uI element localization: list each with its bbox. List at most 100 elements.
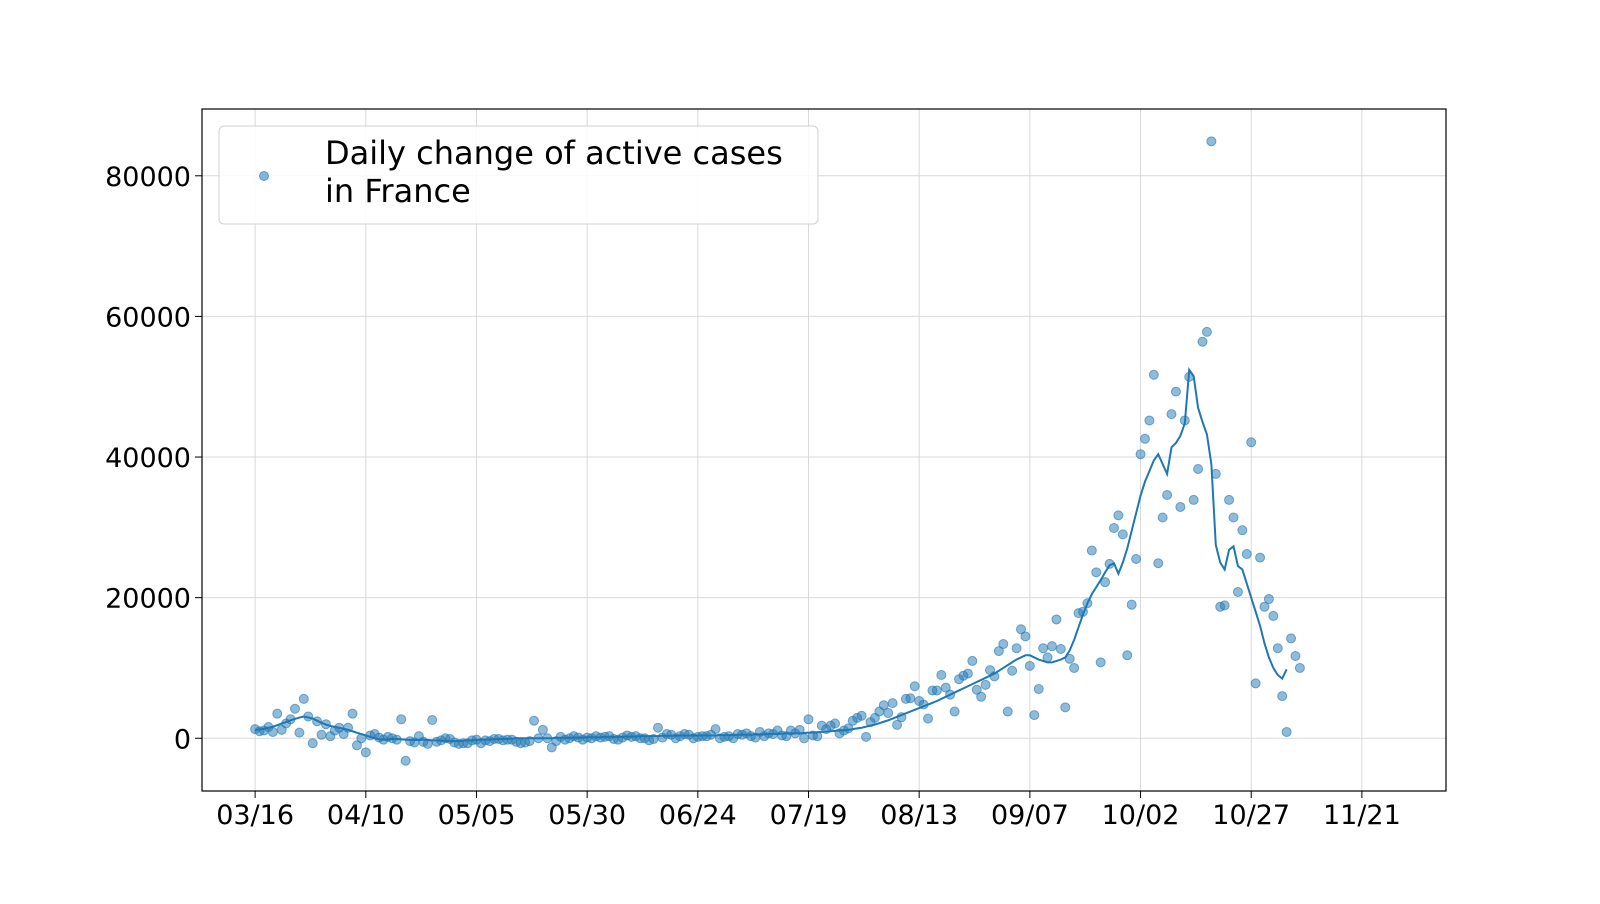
data-point	[940, 682, 951, 693]
data-point	[1255, 552, 1266, 563]
data-point	[1188, 494, 1199, 505]
legend-label-line1: Daily change of active cases	[325, 134, 783, 172]
x-axis-ticks: 03/16 04/10 05/05 05/30 06/24 07/19 08/13 09/07…	[216, 791, 1401, 831]
data-point	[1055, 643, 1066, 654]
data-point	[1086, 545, 1097, 556]
data-point	[896, 712, 907, 723]
data-point	[980, 679, 991, 690]
trend-line	[255, 367, 1288, 743]
data-point	[1281, 726, 1292, 737]
x-tick-label: 10/27	[1212, 800, 1290, 831]
data-point	[1100, 577, 1111, 588]
data-point	[1135, 449, 1146, 460]
data-point	[316, 729, 327, 740]
data-point	[1042, 652, 1053, 663]
data-point	[923, 713, 934, 724]
x-tick-label: 04/10	[327, 800, 405, 831]
data-point	[909, 681, 920, 692]
data-point	[1201, 326, 1212, 337]
scatter-points-layer	[250, 136, 1305, 766]
data-point	[356, 733, 367, 744]
data-point	[1011, 643, 1022, 654]
data-point	[1139, 433, 1150, 444]
data-point	[307, 738, 318, 749]
data-point	[1016, 624, 1027, 635]
data-point	[1077, 606, 1088, 617]
data-point	[289, 703, 300, 714]
data-point	[1232, 587, 1243, 598]
x-tick-label: 05/30	[548, 800, 626, 831]
data-point	[303, 711, 314, 722]
data-point	[887, 698, 898, 709]
data-point	[1029, 710, 1040, 721]
data-point	[1184, 371, 1195, 382]
data-point	[1219, 600, 1230, 611]
data-point	[312, 716, 323, 727]
data-point	[1091, 567, 1102, 578]
data-point	[989, 671, 1000, 682]
y-tick-label: 0	[174, 724, 191, 755]
data-point	[1131, 553, 1142, 564]
data-point	[343, 722, 354, 733]
data-point	[905, 693, 916, 704]
data-point	[427, 714, 438, 725]
data-point	[648, 733, 659, 744]
data-point	[1117, 529, 1128, 540]
data-point	[1104, 558, 1115, 569]
data-point	[347, 708, 358, 719]
x-tick-label: 10/02	[1102, 800, 1180, 831]
data-point	[396, 714, 407, 725]
data-point	[1263, 594, 1274, 605]
data-point	[1246, 437, 1257, 448]
data-point	[1210, 468, 1221, 479]
data-point	[945, 689, 956, 700]
data-point	[962, 668, 973, 679]
data-point	[1162, 489, 1173, 500]
data-point	[1108, 523, 1119, 534]
data-point	[1294, 662, 1305, 673]
data-point	[1007, 665, 1018, 676]
data-point	[1064, 653, 1075, 664]
data-point	[529, 715, 540, 726]
data-point	[1206, 136, 1217, 147]
x-tick-label: 03/16	[216, 800, 294, 831]
data-point	[1286, 633, 1297, 644]
data-point	[1046, 641, 1057, 652]
data-point	[799, 733, 810, 744]
data-point	[1277, 691, 1288, 702]
data-point	[1002, 706, 1013, 717]
data-point	[320, 719, 331, 730]
data-point	[1060, 702, 1071, 713]
data-point	[856, 710, 867, 721]
data-point	[537, 724, 548, 735]
x-tick-label: 07/19	[770, 800, 848, 831]
data-point	[830, 718, 841, 729]
data-point	[998, 639, 1009, 650]
data-point	[1033, 684, 1044, 695]
data-point	[652, 722, 663, 733]
data-point	[1193, 463, 1204, 474]
data-point	[285, 714, 296, 725]
data-point	[267, 726, 278, 737]
legend-marker	[259, 171, 269, 181]
data-point	[1179, 415, 1190, 426]
data-point	[400, 755, 411, 766]
data-point	[803, 714, 814, 725]
trend-line-layer	[255, 367, 1288, 743]
x-tick-label: 11/21	[1323, 800, 1401, 831]
data-point	[1197, 336, 1208, 347]
legend-label-line2: in France	[325, 172, 471, 210]
data-point	[949, 706, 960, 717]
data-point	[351, 740, 362, 751]
x-tick-label: 09/07	[991, 800, 1069, 831]
data-point	[1268, 610, 1279, 621]
data-point	[1290, 651, 1301, 662]
data-point	[710, 724, 721, 735]
data-point	[294, 727, 305, 738]
data-point	[1069, 662, 1080, 673]
data-point	[1148, 369, 1159, 380]
data-point	[542, 733, 553, 744]
data-point	[1166, 409, 1177, 420]
data-point	[812, 731, 823, 742]
